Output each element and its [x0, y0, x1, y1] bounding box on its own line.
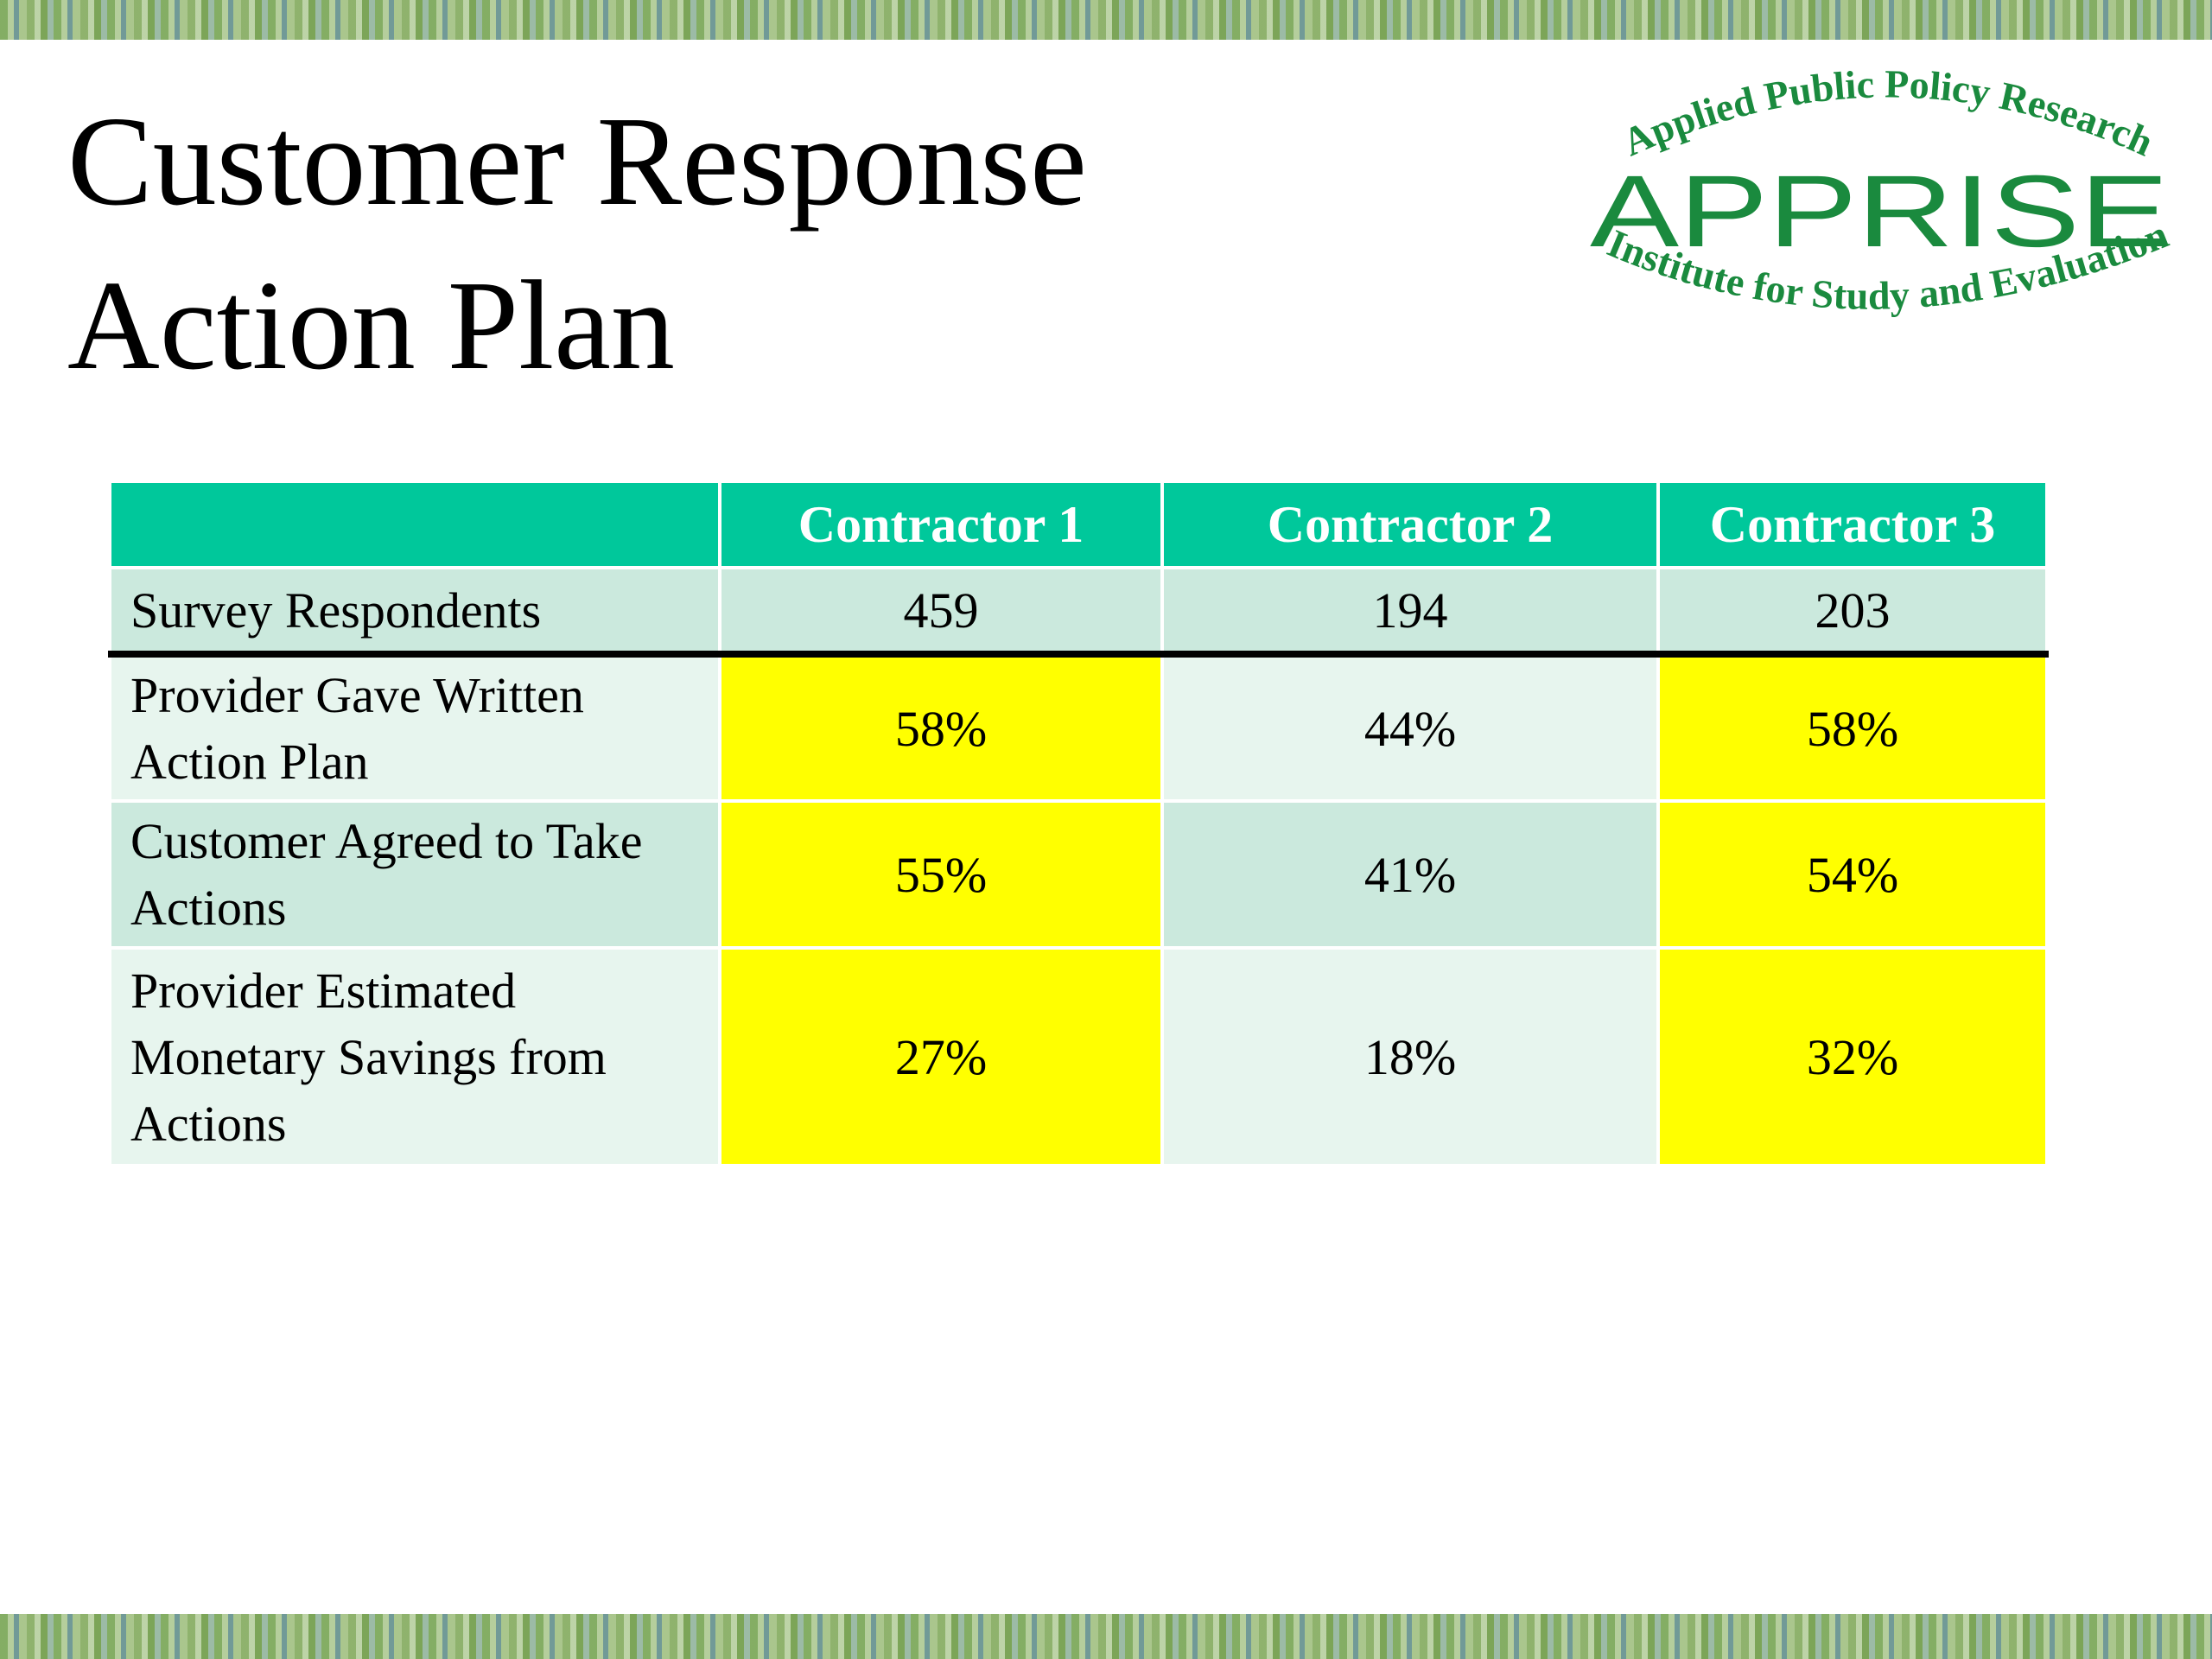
cell-value-highlighted: 58% [1656, 652, 2049, 803]
cell-value: 18% [1160, 946, 1660, 1167]
cell-value-highlighted: 54% [1656, 799, 2049, 950]
header-blank-cell [108, 480, 721, 569]
slide-title: Customer Response Action Plan [67, 79, 1087, 408]
cell-value: 194 [1160, 566, 1660, 658]
header-contractor-2: Contractor 2 [1160, 480, 1660, 569]
cell-value-highlighted: 32% [1656, 946, 2049, 1167]
slide-title-line-2: Action Plan [67, 255, 675, 397]
row-label-written-action-plan: Provider Gave Written Action Plan [108, 652, 721, 803]
row-label-agreed-to-take-actions: Customer Agreed to Take Actions [108, 799, 721, 950]
row-label-estimated-savings: Provider Estimated Monetary Savings from… [108, 946, 721, 1167]
table-row: Provider Estimated Monetary Savings from… [108, 946, 2049, 1167]
logo-top-text: Applied Public Policy Research [1617, 61, 2160, 164]
table-row: Customer Agreed to Take Actions 55% 41% … [108, 799, 2049, 950]
table-row: Survey Respondents 459 194 203 [108, 566, 2049, 658]
cell-value-highlighted: 58% [718, 652, 1164, 803]
cell-value: 44% [1160, 652, 1660, 803]
logo-name: APPRISE [1590, 155, 2169, 269]
table-row: Provider Gave Written Action Plan 58% 44… [108, 652, 2049, 803]
cell-value: 459 [718, 566, 1164, 658]
cell-value-highlighted: 55% [718, 799, 1164, 950]
slide-title-line-1: Customer Response [67, 91, 1087, 232]
cell-value-highlighted: 27% [718, 946, 1164, 1167]
top-decorative-border [0, 0, 2212, 40]
cell-value: 203 [1656, 566, 2049, 658]
results-table: Contractor 1 Contractor 2 Contractor 3 S… [108, 480, 2049, 1167]
row-label-survey-respondents: Survey Respondents [108, 566, 721, 658]
header-contractor-3: Contractor 3 [1656, 480, 2049, 569]
apprise-logo: Applied Public Policy Research APPRISE I… [1581, 60, 2186, 380]
header-contractor-1: Contractor 1 [718, 480, 1164, 569]
cell-value: 41% [1160, 799, 1660, 950]
table-header-row: Contractor 1 Contractor 2 Contractor 3 [108, 480, 2049, 569]
bottom-decorative-border [0, 1614, 2212, 1659]
